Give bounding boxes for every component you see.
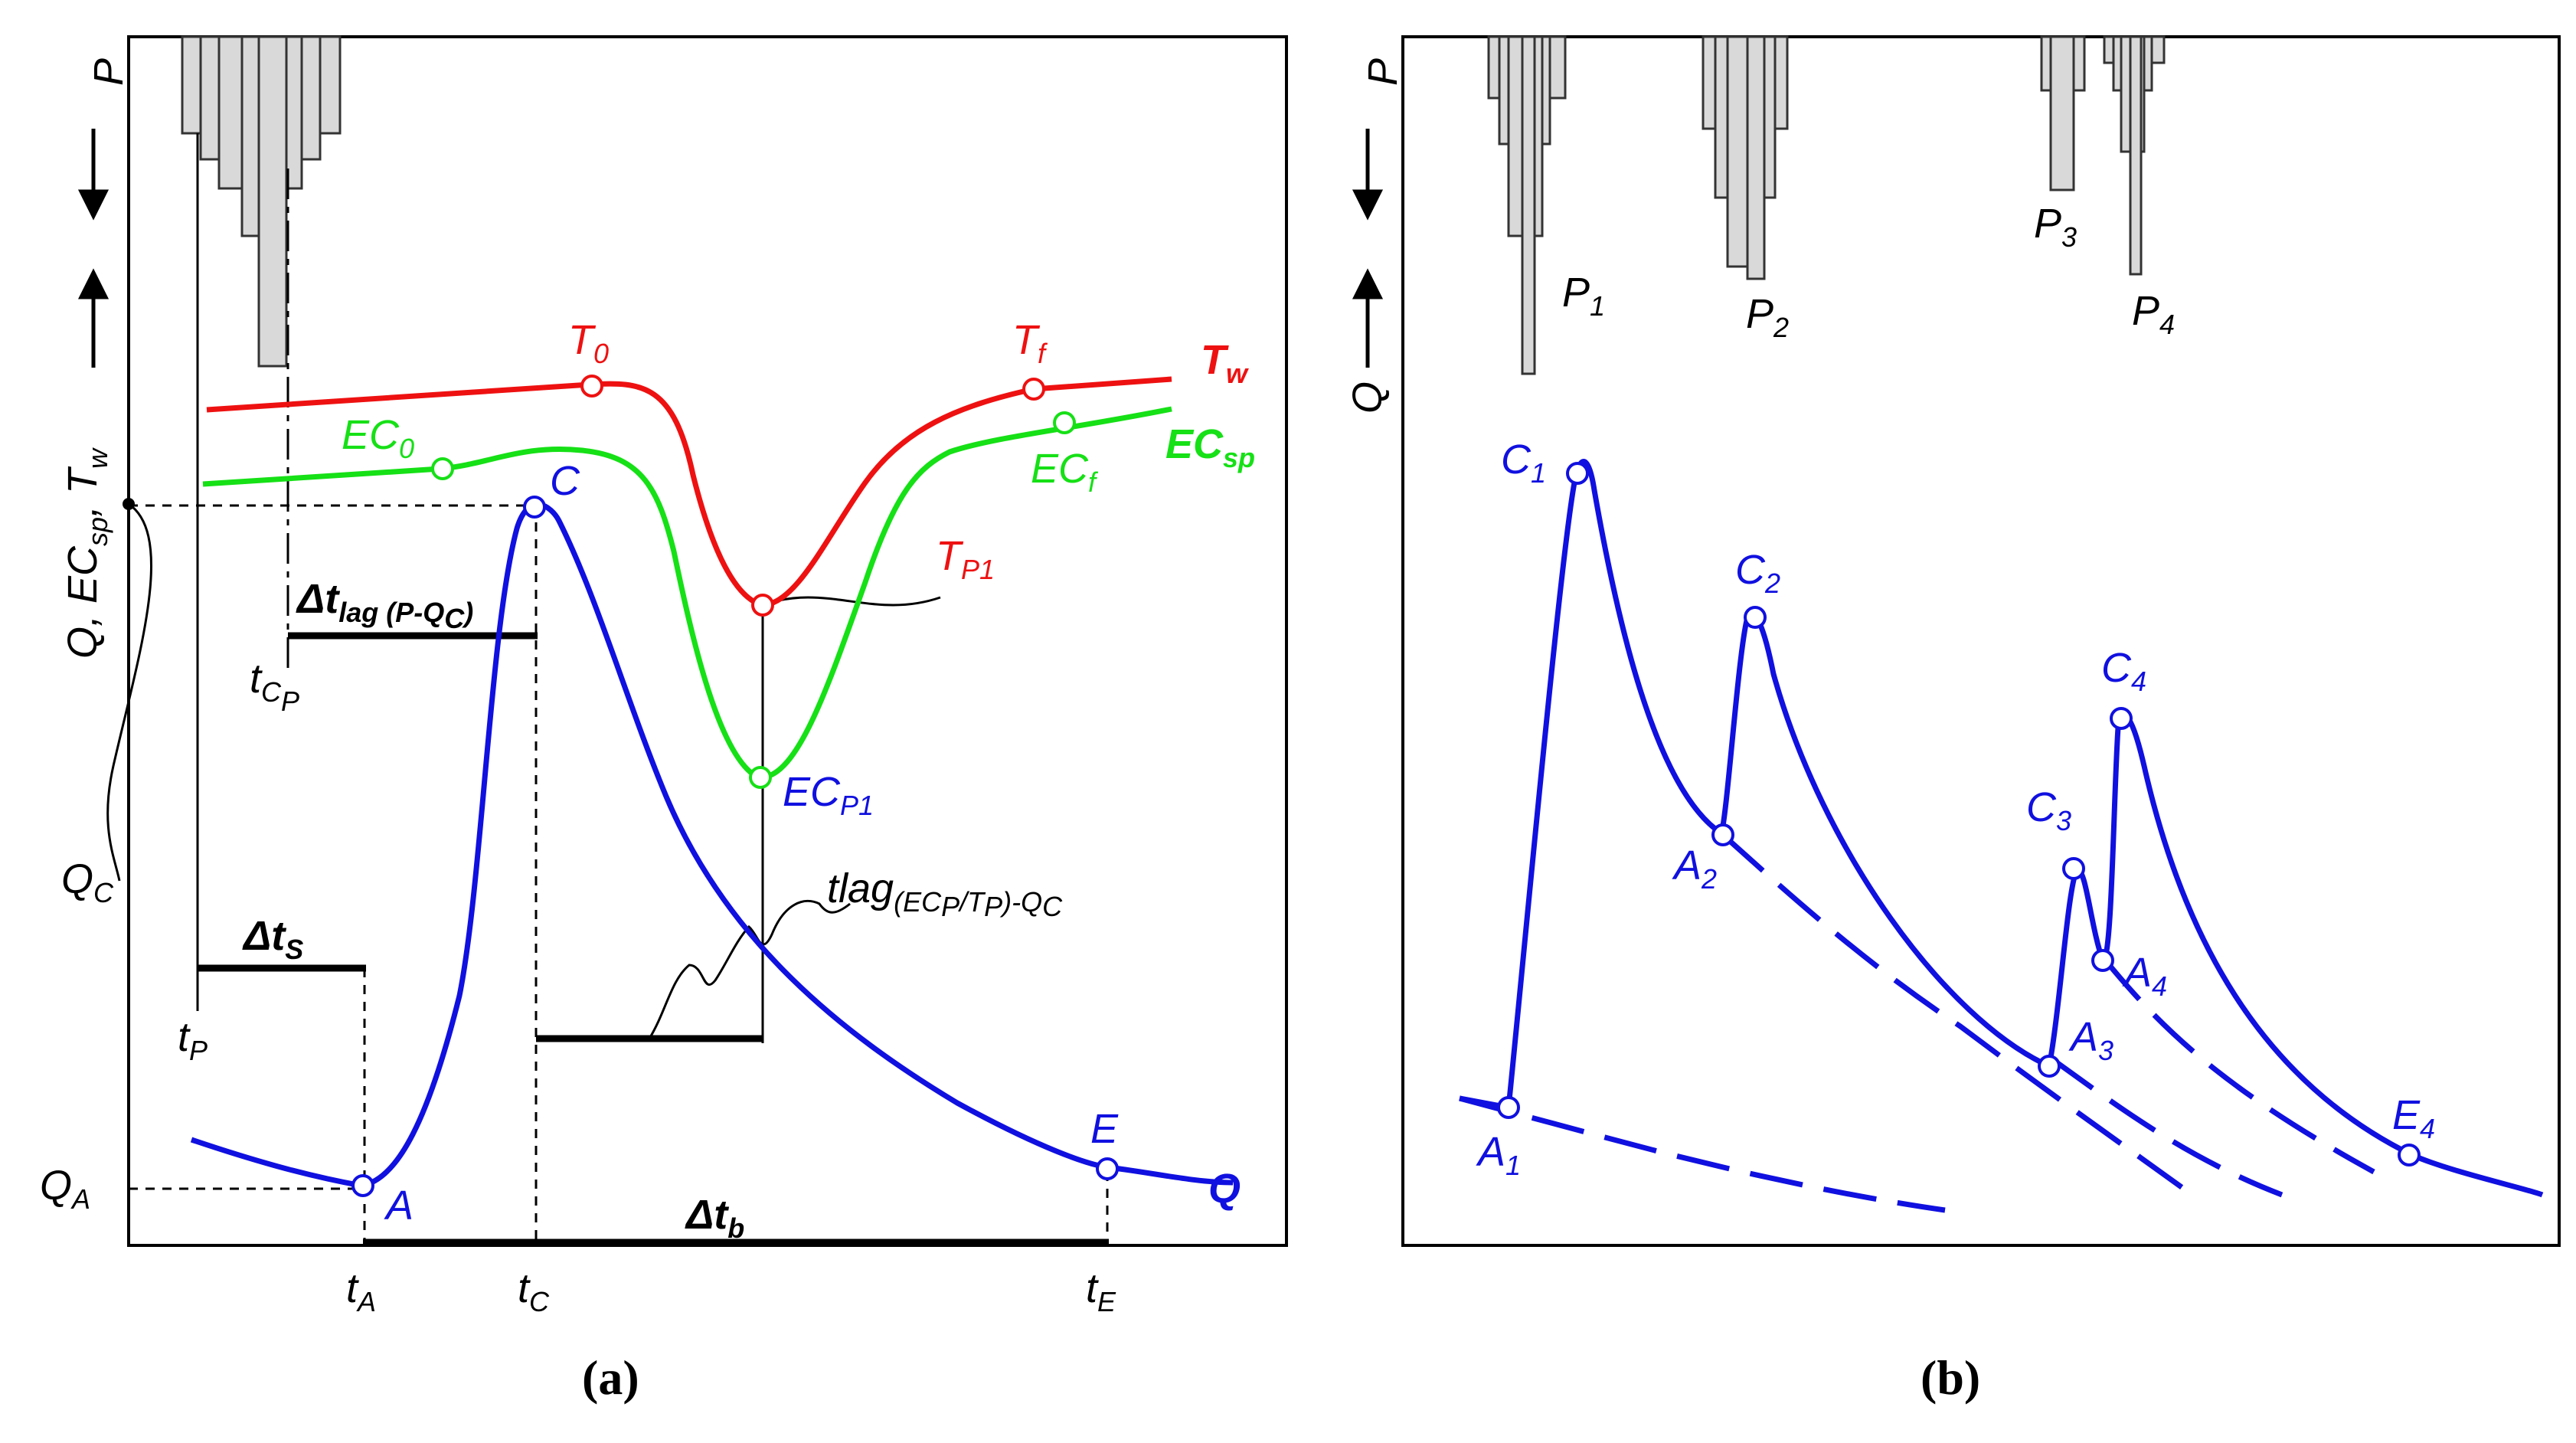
marker-tp1 xyxy=(751,594,774,617)
marker-ec0 xyxy=(431,457,454,480)
panel-b-markers xyxy=(1497,462,2421,1167)
precip-bar xyxy=(1521,35,1536,375)
panel-b: P Q xyxy=(1345,35,2561,1405)
recession-a2 xyxy=(1721,833,2192,1196)
label-q: Q xyxy=(1208,1166,1241,1212)
label-a1: A1 xyxy=(1476,1129,1521,1181)
label-ec0: EC0 xyxy=(342,412,414,464)
label-tp1: TP1 xyxy=(936,533,995,585)
label-dt-b: Δtb xyxy=(685,1192,744,1244)
label-dt-s: ΔtS xyxy=(242,913,303,965)
marker-e4 xyxy=(2398,1144,2421,1167)
panel-b-y-axis-label: Q xyxy=(1345,381,1391,414)
label-e4: E4 xyxy=(2392,1092,2435,1144)
label-a4: A4 xyxy=(2122,950,2167,1002)
label-qc: QC xyxy=(61,856,114,908)
recession-a4 xyxy=(2102,957,2375,1175)
marker-e xyxy=(1096,1157,1119,1180)
panel-a-guides xyxy=(106,133,1109,1245)
label-qa: QA xyxy=(40,1163,90,1215)
panel-b-discharge-curve xyxy=(1459,459,2544,1198)
precip-bar xyxy=(2129,35,2143,276)
marker-c4 xyxy=(2110,707,2133,730)
marker-a2 xyxy=(1711,823,1734,846)
label-c: C xyxy=(550,458,580,504)
panel-a-axis-arrows xyxy=(77,129,110,368)
panel-b-recessions xyxy=(1459,833,2375,1213)
label-c3: C3 xyxy=(2026,784,2071,836)
recession-a1 xyxy=(1459,1095,1946,1213)
label-e: E xyxy=(1090,1106,1119,1152)
panel-a-markers xyxy=(351,375,1119,1197)
precip-bar xyxy=(257,35,288,368)
label-a2: A2 xyxy=(1672,843,1717,895)
panel-a-caption: (a) xyxy=(582,1350,639,1405)
x-tick-tc: tC xyxy=(518,1265,550,1317)
label-ecf: ECf xyxy=(1031,446,1099,498)
label-c4: C4 xyxy=(2101,645,2146,697)
panel-a: P Q, ECsp, Tw xyxy=(40,35,1288,1405)
label-ecsp: ECsp xyxy=(1165,421,1255,473)
panel-b-axis-arrows xyxy=(1352,129,1384,368)
precip-bar xyxy=(1746,35,1766,280)
panel-b-caption: (b) xyxy=(1921,1350,1980,1405)
label-c1: C1 xyxy=(1501,437,1546,489)
recession-a3 xyxy=(2047,1055,2283,1198)
panel-b-frame xyxy=(1401,35,2561,1247)
qc-axis-dot xyxy=(123,498,135,510)
marker-ecf xyxy=(1053,411,1076,434)
panel-a-precip-bars xyxy=(181,35,342,368)
label-t0: T0 xyxy=(568,317,609,369)
panel-a-p-label: P xyxy=(86,58,132,86)
label-dt-lag: Δtlag (P-QC) xyxy=(296,576,473,634)
label-p4: P4 xyxy=(2132,288,2175,340)
label-ecp1: ECP1 xyxy=(783,769,874,821)
label-tlag: tlag(ECP/TP)-QC xyxy=(827,865,1063,922)
label-p1: P1 xyxy=(1562,270,1605,322)
panel-a-y-axis-label: Q, ECsp, Tw xyxy=(60,447,113,659)
marker-c2 xyxy=(1744,606,1767,629)
conductivity-curve xyxy=(202,406,1172,780)
label-tf: Tf xyxy=(1012,317,1048,369)
marker-t0 xyxy=(580,375,603,398)
marker-a3 xyxy=(2038,1055,2061,1078)
panel-b-p-label: P xyxy=(1360,58,1406,86)
marker-c1 xyxy=(1566,462,1589,485)
precip-bar xyxy=(2049,35,2075,191)
marker-ecp1 xyxy=(749,766,772,789)
marker-a1 xyxy=(1497,1096,1520,1119)
x-tick-ta: tA xyxy=(346,1265,376,1317)
panel-a-interval-bars xyxy=(198,632,1109,1246)
label-tw: Tw xyxy=(1201,337,1249,389)
discharge-curve xyxy=(190,502,1234,1189)
marker-c xyxy=(523,496,546,519)
label-p2: P2 xyxy=(1746,291,1789,343)
marker-a xyxy=(351,1174,374,1197)
marker-a4 xyxy=(2091,949,2114,972)
marker-tf xyxy=(1022,378,1045,401)
label-p3: P3 xyxy=(2034,201,2077,253)
panel-a-frame xyxy=(127,35,1288,1247)
label-tp: tP xyxy=(178,1014,208,1066)
label-a3: A3 xyxy=(2068,1014,2113,1066)
marker-c3 xyxy=(2062,857,2085,880)
label-c2: C2 xyxy=(1735,547,1780,599)
label-a: A xyxy=(384,1183,414,1229)
panel-b-precip-bars xyxy=(1487,35,2166,375)
x-tick-te: tE xyxy=(1086,1265,1116,1317)
label-tcp: tCP xyxy=(250,656,299,717)
